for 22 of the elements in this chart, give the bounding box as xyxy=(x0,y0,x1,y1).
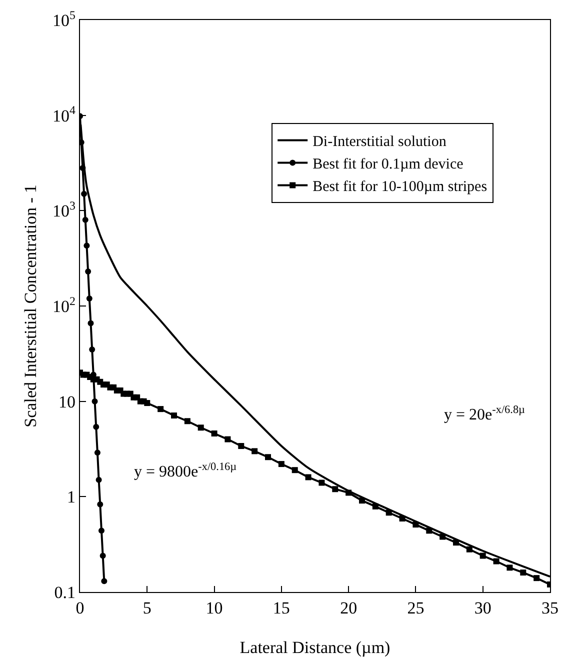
x-tick-label: 25 xyxy=(407,598,424,618)
x-tick-label: 5 xyxy=(142,598,152,618)
y-tick-label: 10 xyxy=(58,392,76,412)
y-tick-label: 10$^{4}$ xyxy=(52,103,76,126)
legend-label: Di-Interstitial solution xyxy=(312,134,447,150)
x-tick-label: 30 xyxy=(474,598,492,618)
x-tick-label: 35 xyxy=(542,598,558,618)
x-tick-label: 20 xyxy=(340,598,358,618)
y-tick-label: 10$^{3}$ xyxy=(52,198,76,221)
y-tick-label: 10$^{2}$ xyxy=(52,294,76,316)
y-tick-label: 0.1 xyxy=(54,582,76,602)
y-tick-label: 10$^{5}$ xyxy=(52,8,76,30)
x-tick-label: 10 xyxy=(206,598,223,618)
x-tick-label: 15 xyxy=(272,598,290,618)
annotation: y = 9800e$^{-x/0.16µ}$ xyxy=(134,461,238,481)
legend-label: Best fit for 0.1µm device xyxy=(312,156,464,173)
x-tick-label: 0 xyxy=(76,598,84,618)
y-axis-title: Scaled Interstitial Concentration - 1 xyxy=(20,184,40,428)
x-axis-title: Lateral Distance (µm) xyxy=(240,638,390,658)
y-tick-label: 1 xyxy=(67,488,76,507)
legend-label: Best fit for 10-100µm stripes xyxy=(312,179,488,196)
annotation: y = 20e$^{-x/6.8µ}$ xyxy=(444,404,526,424)
